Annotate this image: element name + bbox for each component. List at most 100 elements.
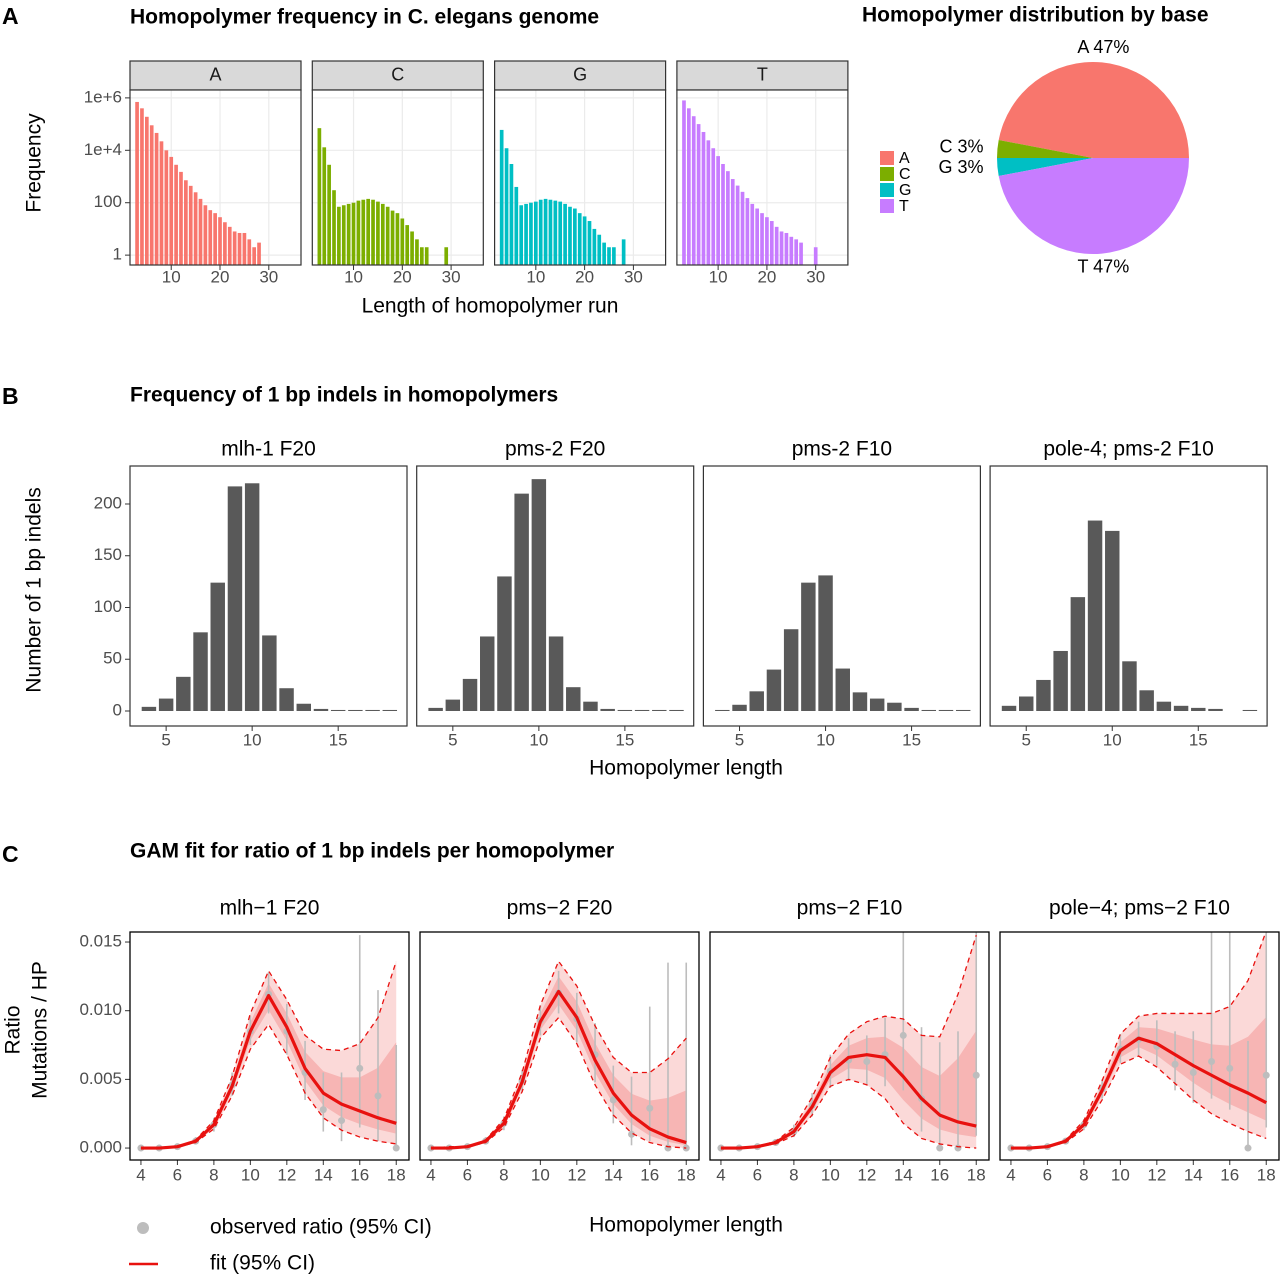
panel-border [676,89,849,266]
x-tick-label: 5 [735,730,744,749]
bar [244,483,260,711]
panel-border [311,89,484,266]
bar [652,709,667,711]
bar [279,688,294,711]
bar [176,676,191,711]
plot-area [710,932,989,1160]
x-tick-label: 12 [1147,1165,1166,1184]
panel-border [129,89,302,266]
x-tick-label: 16 [930,1165,949,1184]
bar [415,239,419,265]
x-tick-label: 10 [241,1165,260,1184]
x-tick-label: 5 [1021,730,1030,749]
facet-title: mlh-1 F20 [221,438,316,461]
fit-line [430,989,687,1150]
y-tick-label: 0.015 [79,932,122,951]
plot-area [1000,932,1279,1160]
bar [566,687,581,711]
pie-slice [997,140,1093,158]
bar [634,709,650,711]
bar [682,100,686,265]
bar [835,668,850,711]
bar [783,629,799,711]
bar [1001,705,1017,711]
bar [330,709,346,711]
bar [499,129,504,265]
observed-point [374,1092,382,1100]
x-tick-label: 30 [442,267,461,286]
bar [184,180,188,265]
bar [583,701,598,711]
bar [198,198,203,265]
bar [462,678,478,711]
observed-point [628,1130,636,1138]
bar [154,132,159,265]
bar [531,479,547,711]
x-tick-label: 20 [757,267,776,286]
bar [227,486,243,711]
bar [227,226,232,265]
x-tick-label: 10 [1111,1165,1130,1184]
ci-band-inner [140,983,397,1149]
fit-line [1010,1036,1267,1150]
x-tick-label: 30 [624,267,643,286]
bar [799,242,803,265]
bar [445,699,461,711]
bar [721,164,725,265]
plot-content [717,932,980,1152]
bar [262,635,277,711]
x-tick-label: 10 [526,267,545,286]
bar [232,231,237,265]
bar [188,185,193,265]
bar [706,140,711,265]
ci-band [140,961,397,1149]
bar [563,203,567,265]
bar [749,691,764,711]
x-tick-label: 10 [709,267,728,286]
panel-label: C [2,841,19,867]
x-tick-label: 14 [604,1165,623,1184]
bar [592,228,597,265]
facet-title: pole−4; pms−2 F10 [1049,897,1230,920]
x-tick-label: 4 [1006,1165,1015,1184]
bar [257,242,261,265]
y-axis-label: Frequency [23,113,46,213]
x-tick-label: 4 [426,1165,435,1184]
pie-slice [997,158,1093,176]
bar [1156,701,1172,711]
panel-label: A [2,3,19,29]
bar [332,190,336,265]
x-axis-label: Homopolymer length [589,1214,783,1237]
bar [784,232,789,265]
bar [735,185,740,265]
fit-line [720,1053,977,1150]
ci-band-inner [720,1030,977,1149]
y-tick-label: 100 [94,597,122,616]
bar [715,709,730,711]
bar [769,221,774,265]
bar [577,213,582,265]
panel-border [494,89,667,266]
facet-strip [129,60,302,91]
ci-band [430,961,687,1149]
bar [164,150,169,265]
x-tick-label: 12 [567,1165,586,1184]
y-tick-label: 1e+6 [84,87,122,106]
bar [617,709,633,711]
bar [313,708,329,711]
observed-point [338,1117,346,1125]
observed-point [609,1096,617,1104]
y-tick-label: 200 [94,493,122,512]
bar [621,239,626,265]
bar [740,191,745,265]
bar [519,205,524,265]
bar [169,156,174,265]
y-tick-label: 1e+4 [84,140,122,159]
ci-line [1010,932,1267,1149]
bar [1070,597,1086,711]
facet-title: pms-2 F10 [792,438,892,461]
y-tick-label: 0 [113,700,122,719]
bar [726,171,730,265]
bar [1242,709,1258,711]
